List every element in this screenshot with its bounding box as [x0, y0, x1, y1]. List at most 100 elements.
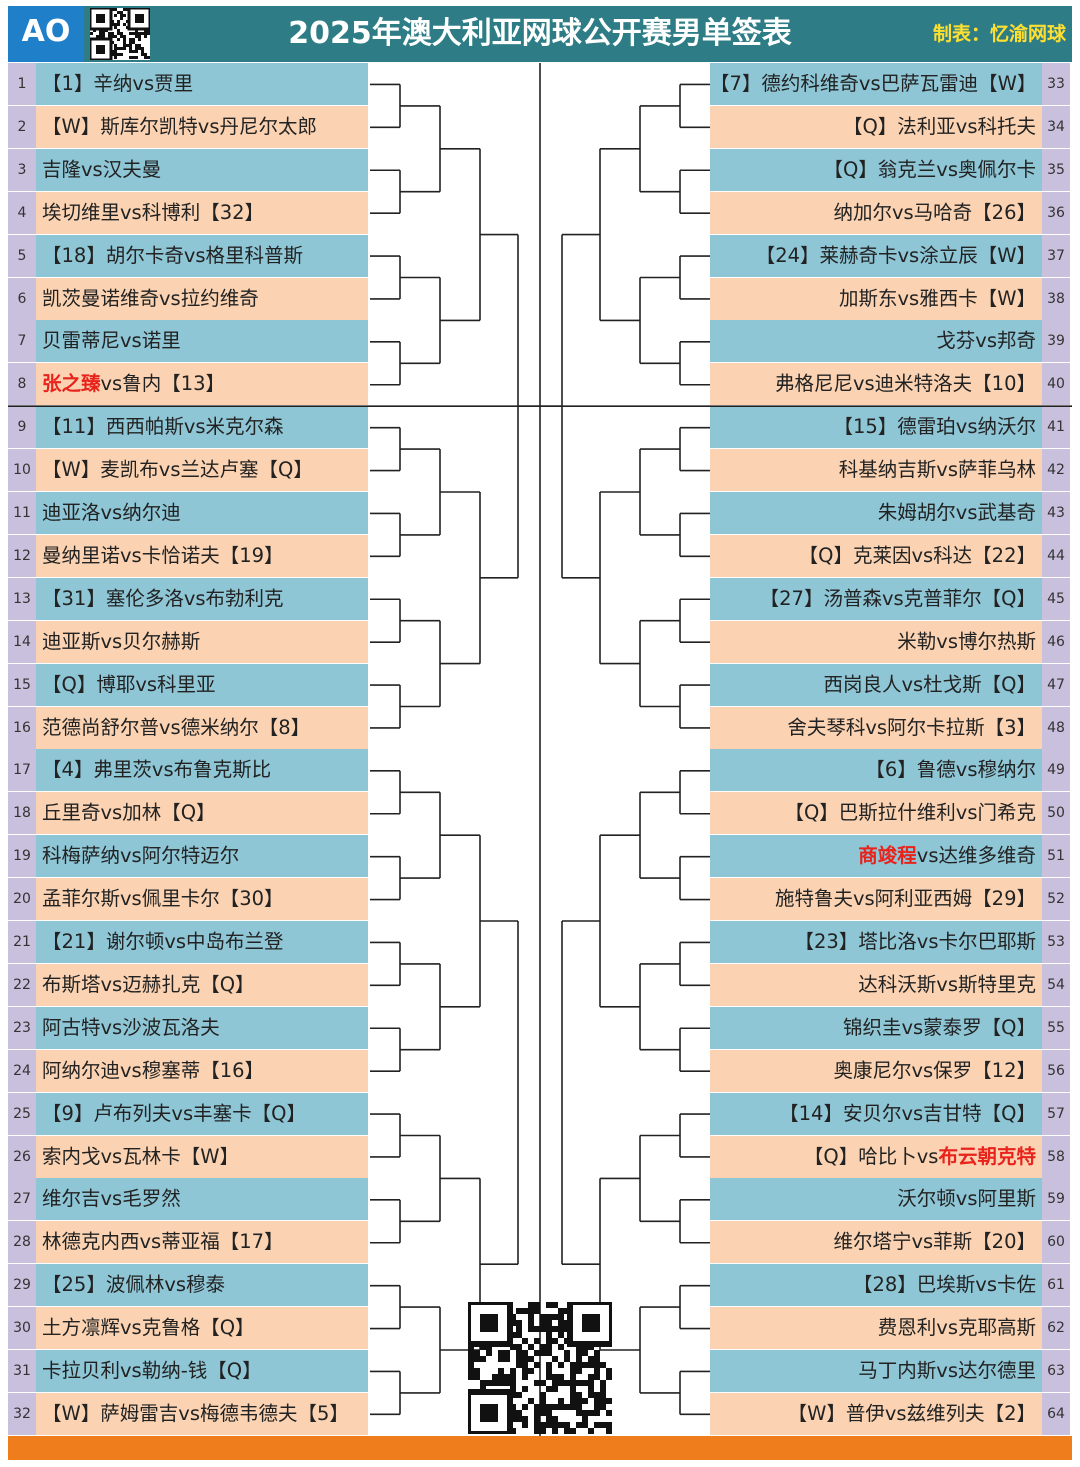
- match-number: 38: [1042, 277, 1070, 320]
- qr-code-icon-small: [90, 8, 150, 60]
- match-text: 西岗良人vs杜戈斯【Q】: [710, 663, 1042, 706]
- qr-module: [138, 32, 141, 35]
- match-text: 埃切维里vs科博利【32】: [36, 191, 368, 234]
- qr-module: [141, 32, 144, 35]
- match-text-part: 锦织圭vs蒙泰罗【Q】: [842, 1015, 1036, 1039]
- highlighted-player: 张之臻: [42, 372, 101, 396]
- qr-module: [516, 1356, 522, 1362]
- qr-module: [606, 1398, 612, 1404]
- match-number: 12: [8, 534, 36, 577]
- qr-module: [135, 44, 138, 47]
- qr-module: [594, 1410, 600, 1416]
- match-text: 阿纳尔迪vs穆塞蒂【16】: [36, 1049, 368, 1092]
- match-number: 35: [1042, 148, 1070, 191]
- qr-module: [528, 1326, 534, 1332]
- match-number: 40: [1042, 363, 1070, 406]
- match-row: 46 米勒vs博尔热斯: [710, 620, 1070, 663]
- match-row: 7 贝雷蒂尼vs诺里: [8, 320, 368, 363]
- qr-module: [120, 47, 123, 50]
- qr-module: [468, 1374, 474, 1380]
- qr-module: [558, 1374, 564, 1380]
- qr-module: [96, 35, 99, 38]
- match-number: 6: [8, 277, 36, 320]
- qr-module: [600, 1362, 606, 1368]
- match-text-part: 【21】谢尔顿vs中岛布兰登: [42, 930, 284, 953]
- qr-module: [588, 1362, 594, 1368]
- qr-module: [570, 1392, 576, 1398]
- highlighted-player: 布云朝克特: [938, 1144, 1036, 1168]
- qr-module: [582, 1416, 588, 1422]
- match-text-part: 【25】波佩林vs穆泰: [42, 1273, 226, 1297]
- match-text-part: 【Q】克莱因vs科达【22】: [798, 543, 1036, 567]
- match-number: 41: [1042, 406, 1070, 449]
- match-row: 2 【W】斯库尔凯特vs丹尼尔太郎: [8, 105, 368, 148]
- match-number: 62: [1042, 1307, 1070, 1350]
- qr-module: [138, 35, 141, 38]
- match-number: 34: [1042, 105, 1070, 148]
- match-text: 维尔塔宁vs菲斯【20】: [710, 1221, 1042, 1264]
- qr-module: [546, 1362, 552, 1368]
- qr-module: [522, 1350, 528, 1356]
- qr-module: [138, 47, 141, 50]
- match-number: 56: [1042, 1049, 1070, 1092]
- match-number: 46: [1042, 620, 1070, 663]
- match-text: 朱姆胡尔vs武基奇: [710, 492, 1042, 534]
- qr-module: [123, 35, 126, 38]
- match-text: 【Q】法利亚vs科托夫: [710, 105, 1042, 148]
- match-text: 【W】萨姆雷吉vs梅德韦德夫【5】: [36, 1392, 368, 1435]
- qr-module: [132, 41, 135, 44]
- qr-module: [486, 1350, 492, 1356]
- qr-module: [534, 1416, 540, 1422]
- qr-module: [492, 1380, 498, 1386]
- qr-module: [144, 56, 147, 59]
- qr-module: [144, 35, 147, 38]
- qr-module: [141, 50, 144, 53]
- qr-module: [474, 1374, 480, 1380]
- qr-module: [546, 1314, 552, 1320]
- qr-module: [123, 23, 126, 26]
- match-text-part: 科梅萨纳vs阿尔特迈尔: [42, 844, 240, 868]
- match-row: 9 【11】西西帕斯vs米克尔森: [8, 406, 368, 449]
- qr-module: [123, 44, 126, 47]
- match-text: 戈芬vs邦奇: [710, 320, 1042, 363]
- qr-module: [120, 32, 123, 35]
- qr-module: [516, 1350, 522, 1356]
- qr-module: [492, 1374, 498, 1380]
- qr-module: [516, 1344, 522, 1350]
- match-text: 施特鲁夫vs阿利亚西姆【29】: [710, 878, 1042, 921]
- match-row: 37 【24】莱赫奇卡vs涂立辰【W】: [710, 234, 1070, 277]
- match-text-part: 索内戈vs瓦林卡【W】: [42, 1144, 239, 1168]
- qr-module: [147, 32, 150, 35]
- match-text-part: 埃切维里vs科博利【32】: [42, 200, 265, 224]
- match-number: 30: [8, 1307, 36, 1350]
- match-text: 加斯东vs雅西卡【W】: [710, 277, 1042, 320]
- match-number: 11: [8, 492, 36, 534]
- match-row: 56 奥康尼尔vs保罗【12】: [710, 1049, 1070, 1092]
- match-text: 孟菲尔斯vs佩里卡尔【30】: [36, 878, 368, 921]
- match-text-part: 【27】汤普森vs克普菲尔【Q】: [759, 586, 1036, 610]
- qr-module: [522, 1404, 528, 1410]
- match-text-part: 【11】西西帕斯vs米克尔森: [42, 415, 284, 439]
- match-number: 9: [8, 406, 36, 449]
- match-number: 44: [1042, 534, 1070, 577]
- match-text: 科梅萨纳vs阿尔特迈尔: [36, 835, 368, 878]
- qr-module: [498, 1374, 504, 1380]
- match-number: 21: [8, 921, 36, 963]
- match-text-part: 凯茨曼诺维奇vs拉约维奇: [42, 286, 259, 310]
- match-text: 张之臻vs鲁内【13】: [36, 363, 368, 406]
- match-row: 44 【Q】克莱因vs科达【22】: [710, 534, 1070, 577]
- qr-module: [594, 1404, 600, 1410]
- qr-module: [504, 1374, 510, 1380]
- match-text-part: 【Q】哈比卜vs: [803, 1144, 939, 1168]
- qr-module: [600, 1392, 606, 1398]
- qr-module: [114, 44, 117, 47]
- qr-module: [516, 1308, 522, 1314]
- qr-module: [600, 1380, 606, 1386]
- match-text: 范德尚舒尔普vs德米纳尔【8】: [36, 706, 368, 749]
- qr-module: [114, 35, 117, 38]
- qr-module: [540, 1404, 546, 1410]
- qr-module: [570, 1380, 576, 1386]
- qr-module: [552, 1302, 558, 1308]
- qr-module: [552, 1386, 558, 1392]
- qr-module: [129, 50, 132, 53]
